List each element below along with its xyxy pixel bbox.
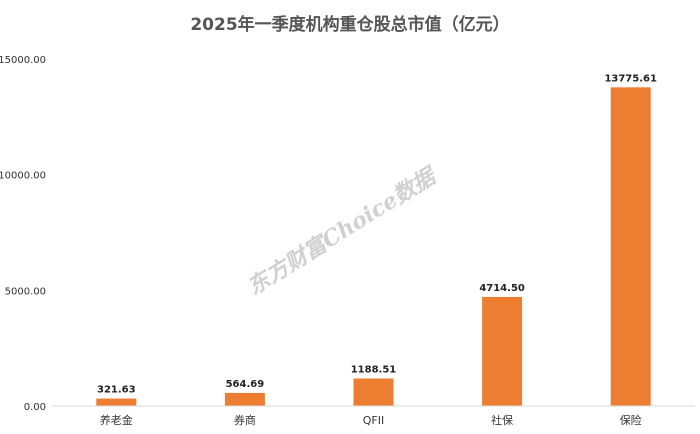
watermark-logo: 东方财富Choice数据	[243, 162, 443, 301]
y-tick-label: 15000.00	[0, 55, 46, 66]
bar	[353, 378, 394, 406]
bar	[610, 87, 651, 406]
chart-title: 2025年一季度机构重仓股总市值（亿元）	[190, 14, 509, 35]
y-tick-label: 0.00	[24, 402, 46, 413]
bar	[96, 398, 137, 406]
data-label: 321.63	[97, 385, 136, 396]
x-tick-label: 保险	[620, 413, 642, 427]
y-axis-ticks: 0.00 5000.00 10000.00 15000.00	[0, 55, 46, 413]
y-tick-label: 10000.00	[0, 171, 46, 182]
bars	[96, 87, 651, 406]
bar	[482, 296, 523, 406]
x-tick-label: 社保	[491, 413, 513, 427]
data-label: 4714.50	[479, 283, 525, 294]
bar	[224, 392, 265, 406]
x-tick-label: 养老金	[100, 413, 133, 427]
x-tick-label: QFII	[363, 414, 384, 427]
y-tick-label: 5000.00	[5, 286, 46, 297]
data-label: 564.69	[226, 379, 265, 390]
data-labels: 321.63 564.69 1188.51 4714.50 13775.61	[97, 73, 657, 395]
x-axis-labels: 养老金 券商 QFII 社保 保险	[100, 413, 642, 427]
data-label: 13775.61	[604, 73, 657, 84]
x-tick-label: 券商	[234, 413, 256, 427]
data-label: 1188.51	[351, 365, 397, 376]
